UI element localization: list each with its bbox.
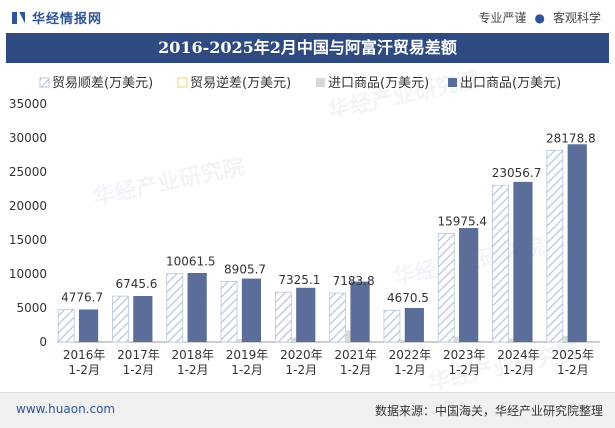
x-tick-label: 2023年	[443, 348, 486, 362]
legend-swatch	[316, 78, 325, 87]
x-tick-label: 1-2月	[448, 363, 480, 377]
bar-surplus	[221, 281, 237, 342]
y-tick-label: 5000	[16, 301, 47, 315]
x-tick-label: 2025年	[552, 348, 595, 362]
legend-label: 进口商品(万美元)	[328, 76, 429, 91]
bar-export	[242, 279, 261, 342]
legend-label: 出口商品(万美元)	[460, 76, 561, 91]
x-tick-label: 1-2月	[557, 363, 589, 377]
slogan-separator: ●	[535, 11, 545, 25]
legend-label: 贸易顺差(万美元)	[52, 76, 153, 91]
data-label: 4670.5	[387, 291, 429, 305]
y-tick-label: 0	[39, 335, 47, 349]
x-tick-label: 2016年	[63, 348, 106, 362]
data-label: 7183.8	[333, 274, 375, 288]
bar-surplus	[275, 292, 291, 342]
x-tick-label: 1-2月	[394, 363, 426, 377]
x-tick-label: 1-2月	[286, 363, 318, 377]
bar-surplus	[493, 185, 509, 342]
y-tick-label: 15000	[9, 233, 47, 247]
x-tick-label: 1-2月	[177, 363, 209, 377]
bar-surplus	[384, 310, 400, 342]
x-tick-label: 2019年	[226, 348, 269, 362]
bar-export	[188, 273, 207, 342]
bar-export	[350, 282, 369, 342]
data-label: 8905.7	[224, 262, 266, 276]
bar-export	[568, 144, 587, 342]
x-tick-label: 1-2月	[68, 363, 100, 377]
legend-swatch	[448, 78, 457, 87]
bar-surplus	[112, 296, 128, 342]
y-tick-label: 30000	[9, 131, 47, 145]
bar-surplus	[438, 233, 454, 342]
y-tick-label: 35000	[9, 97, 47, 111]
data-label: 4776.7	[61, 291, 103, 305]
data-label: 15975.4	[437, 214, 487, 228]
logo-text: 华经情报网	[32, 8, 102, 27]
legend-label: 贸易逆差(万美元)	[190, 75, 291, 91]
slogan-tag-1: 专业严谨	[478, 9, 526, 26]
y-tick-label: 10000	[9, 267, 47, 281]
x-tick-label: 2020年	[280, 348, 323, 362]
x-tick-label: 2021年	[334, 348, 377, 362]
bar-surplus	[330, 293, 346, 342]
bar-surplus	[167, 274, 183, 342]
x-tick-label: 2024年	[497, 348, 540, 362]
chart: 华经产业研究院华经产业研究院华经产业研究院华经产业研究院 贸易顺差(万美元)贸易…	[0, 63, 615, 392]
bar-export	[459, 228, 478, 342]
footer: www.huaon.com 数据来源：中国海关，华经产业研究院整理	[0, 392, 615, 428]
bar-export	[133, 296, 152, 342]
slogan-tag-2: 客观科学	[553, 9, 601, 26]
data-label: 7325.1	[278, 273, 320, 287]
bar-surplus	[58, 310, 74, 342]
y-tick-label: 25000	[9, 165, 47, 179]
data-source: 数据来源：中国海关，华经产业研究院整理	[375, 402, 603, 419]
x-tick-label: 2018年	[171, 348, 214, 362]
x-tick-label: 1-2月	[503, 363, 535, 377]
bar-surplus	[547, 150, 563, 342]
legend-swatch	[40, 78, 49, 87]
bar-export	[79, 309, 98, 342]
legend-swatch	[178, 78, 187, 87]
x-tick-label: 2017年	[117, 348, 160, 362]
bar-export	[405, 308, 424, 342]
data-label: 6745.6	[115, 277, 157, 291]
data-label: 28178.8	[546, 131, 596, 145]
x-tick-label: 1-2月	[123, 363, 155, 377]
bar-export	[296, 288, 315, 342]
data-label: 23056.7	[492, 166, 542, 180]
top-bar: 华经情报网 专业严谨 ● 客观科学	[0, 0, 615, 32]
x-tick-label: 1-2月	[231, 363, 263, 377]
watermark-text: 华经产业研究院	[91, 153, 247, 210]
logo-icon	[12, 11, 26, 25]
x-tick-label: 2022年	[389, 348, 432, 362]
y-tick-label: 20000	[9, 199, 47, 213]
logo[interactable]: 华经情报网	[12, 8, 102, 27]
x-tick-label: 1-2月	[340, 363, 372, 377]
data-label: 10061.5	[166, 255, 216, 269]
slogan: 专业严谨 ● 客观科学	[478, 9, 601, 26]
bar-export	[513, 182, 532, 342]
chart-title: 2016-2025年2月中国与阿富汗贸易差额	[6, 33, 609, 63]
website-link[interactable]: www.huaon.com	[16, 402, 115, 416]
